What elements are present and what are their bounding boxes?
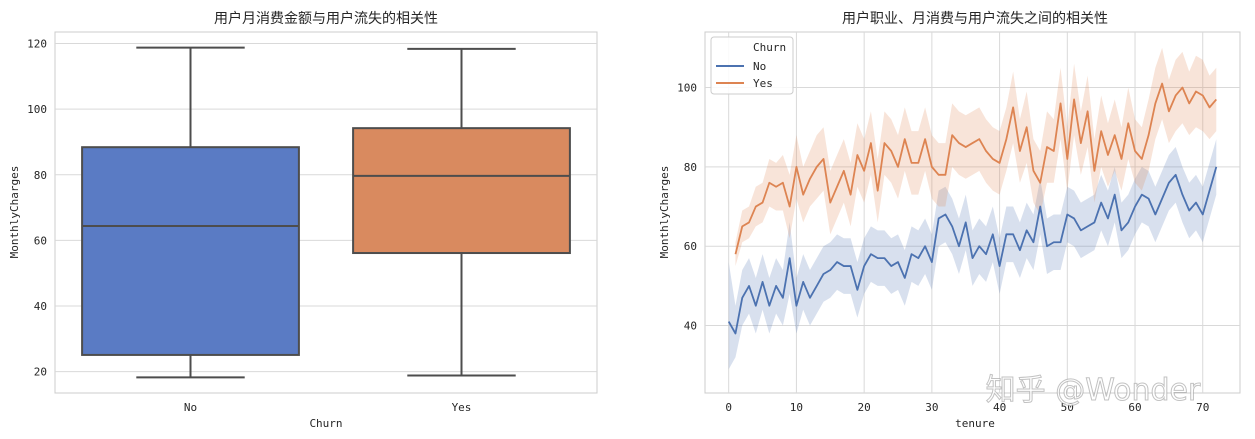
legend-label-yes: Yes <box>753 77 773 90</box>
right-x-tick-label: 70 <box>1196 401 1209 414</box>
right-x-tick-label: 60 <box>1128 401 1141 414</box>
left-y-ticks: 20 40 60 80 100 120 <box>27 37 47 378</box>
left-boxes <box>81 46 571 379</box>
legend-label-no: No <box>753 60 766 73</box>
left-y-tick-label: 40 <box>34 300 47 313</box>
right-plot-area <box>704 31 1241 394</box>
right-y-tick-label: 80 <box>684 161 697 174</box>
lineplot-panel: 40 60 80 100 0 10 20 30 40 50 60 70 用户职业、月消费与用户流失之… <box>658 10 1241 430</box>
left-y-axis-label: MonthlyCharges <box>8 166 21 259</box>
right-y-tick-label: 60 <box>684 240 697 253</box>
right-y-tick-label: 100 <box>677 82 697 95</box>
right-x-axis-label: tenure <box>955 417 995 430</box>
ci-band-yes <box>735 47 1217 267</box>
left-y-tick-label: 80 <box>34 169 47 182</box>
series-line-yes <box>734 82 1217 255</box>
right-x-tick-label: 30 <box>925 401 938 414</box>
left-chart-title: 用户月消费金额与用户流失的相关性 <box>214 10 438 27</box>
left-x-ticks: No Yes <box>184 401 472 414</box>
legend-box <box>710 36 794 95</box>
box-iqr <box>81 146 300 356</box>
watermark: 知乎 @Wonder <box>986 373 1201 408</box>
left-x-tick-label: Yes <box>452 401 472 414</box>
right-chart-title: 用户职业、月消费与用户流失之间的相关性 <box>842 10 1108 27</box>
right-x-tick-label: 10 <box>790 401 803 414</box>
series-line-no <box>727 166 1218 335</box>
right-x-ticks: 0 10 20 30 40 50 60 70 <box>725 401 1209 414</box>
box-iqr <box>352 127 571 255</box>
right-y-axis-label: MonthlyCharges <box>658 166 671 259</box>
right-x-tick-label: 0 <box>725 401 732 414</box>
right-x-tick-label: 20 <box>858 401 871 414</box>
right-y-ticks: 40 60 80 100 <box>677 82 697 333</box>
left-y-tick-label: 120 <box>27 37 47 50</box>
left-y-tick-label: 20 <box>34 366 47 379</box>
box-no <box>81 46 300 379</box>
right-y-tick-label: 40 <box>684 320 697 333</box>
legend: Churn No Yes <box>710 36 794 95</box>
left-x-tick-label: No <box>184 401 197 414</box>
boxplot-panel: 20 40 60 80 100 120 No Yes 用户月消费金额与用户流失的相关性 Ch… <box>8 10 598 430</box>
right-series-lines <box>727 82 1218 335</box>
left-y-tick-label: 60 <box>34 234 47 247</box>
right-x-tick-label: 50 <box>1061 401 1074 414</box>
left-x-axis-label: Churn <box>309 417 342 430</box>
box-yes <box>352 47 571 377</box>
right-x-tick-label: 40 <box>993 401 1006 414</box>
legend-title: Churn <box>753 41 786 54</box>
left-y-tick-label: 100 <box>27 103 47 116</box>
